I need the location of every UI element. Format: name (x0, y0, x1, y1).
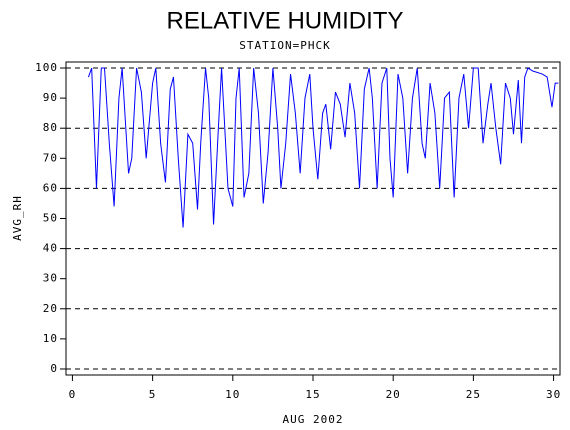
x-tick-label: 0 (69, 388, 77, 401)
y-tick-label: 0 (50, 362, 58, 375)
x-tick-label: 20 (386, 388, 401, 401)
chart-title: RELATIVE HUMIDITY (167, 7, 404, 34)
x-axis-label: AUG 2002 (283, 413, 344, 426)
y-tick-label: 30 (43, 272, 58, 285)
y-tick-label: 20 (43, 302, 58, 315)
y-tick-label: 70 (43, 151, 58, 164)
y-tick-label: 40 (43, 242, 58, 255)
chart-subtitle: STATION=PHCK (239, 39, 330, 52)
y-tick-label: 60 (43, 181, 58, 194)
y-tick-label: 100 (35, 61, 58, 74)
y-axis-label: AVG_RH (11, 195, 24, 241)
y-tick-label: 10 (43, 332, 58, 345)
x-tick-label: 5 (149, 388, 157, 401)
x-tick-label: 10 (225, 388, 240, 401)
x-tick-label: 15 (305, 388, 320, 401)
x-tick-label: 25 (466, 388, 481, 401)
x-tick-label: 30 (546, 388, 561, 401)
y-tick-label: 80 (43, 121, 58, 134)
data-line (87, 67, 559, 228)
y-tick-label: 50 (43, 212, 58, 225)
plot-frame (65, 61, 561, 376)
y-tick-label: 90 (43, 91, 58, 104)
